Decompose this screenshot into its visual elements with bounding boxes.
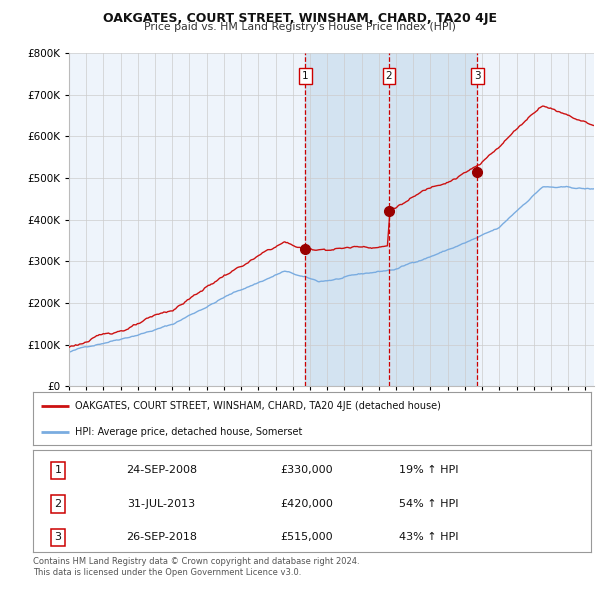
Text: 19% ↑ HPI: 19% ↑ HPI [400, 466, 459, 476]
Text: 26-SEP-2018: 26-SEP-2018 [126, 532, 197, 542]
Text: 2: 2 [55, 499, 62, 509]
Text: OAKGATES, COURT STREET, WINSHAM, CHARD, TA20 4JE (detached house): OAKGATES, COURT STREET, WINSHAM, CHARD, … [75, 401, 441, 411]
Text: 2: 2 [386, 71, 392, 81]
Text: £515,000: £515,000 [280, 532, 333, 542]
Text: 3: 3 [55, 532, 62, 542]
Text: £330,000: £330,000 [280, 466, 333, 476]
Bar [305, 53, 478, 386]
Text: This data is licensed under the Open Government Licence v3.0.: This data is licensed under the Open Gov… [33, 568, 301, 576]
Text: OAKGATES, COURT STREET, WINSHAM, CHARD, TA20 4JE: OAKGATES, COURT STREET, WINSHAM, CHARD, … [103, 12, 497, 25]
Text: 3: 3 [474, 71, 481, 81]
Text: 43% ↑ HPI: 43% ↑ HPI [400, 532, 459, 542]
Text: 1: 1 [55, 466, 62, 476]
Text: Price paid vs. HM Land Registry's House Price Index (HPI): Price paid vs. HM Land Registry's House … [144, 22, 456, 32]
Text: 54% ↑ HPI: 54% ↑ HPI [400, 499, 459, 509]
Text: HPI: Average price, detached house, Somerset: HPI: Average price, detached house, Some… [75, 427, 302, 437]
Text: 31-JUL-2013: 31-JUL-2013 [127, 499, 196, 509]
Text: Contains HM Land Registry data © Crown copyright and database right 2024.: Contains HM Land Registry data © Crown c… [33, 557, 359, 566]
Text: £420,000: £420,000 [280, 499, 333, 509]
Text: 24-SEP-2008: 24-SEP-2008 [126, 466, 197, 476]
Text: 1: 1 [302, 71, 308, 81]
